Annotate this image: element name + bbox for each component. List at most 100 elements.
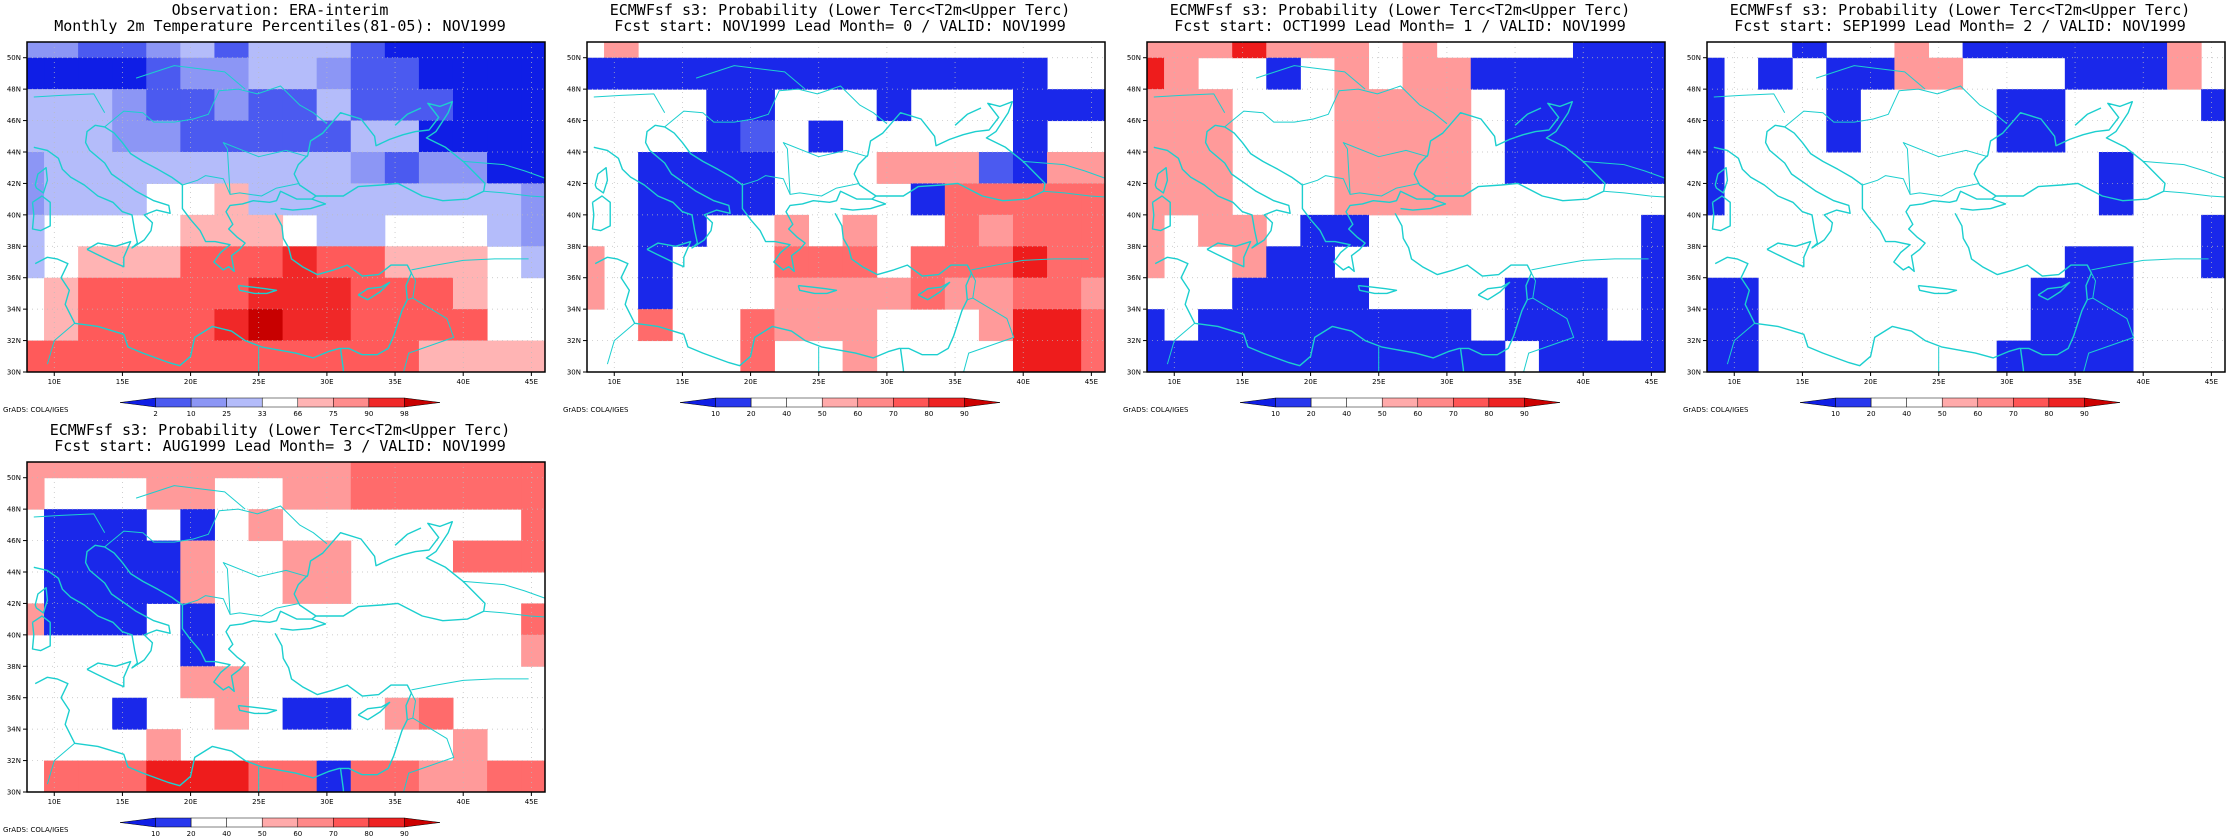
grid-cell: [876, 152, 912, 184]
lon-tick-label: 20E: [1304, 378, 1317, 386]
grid-cell: [316, 42, 352, 59]
grid-cell: [282, 152, 318, 184]
grid-cell: [418, 477, 454, 510]
grid-cell: [978, 246, 1014, 279]
grid-cell: [1300, 246, 1335, 279]
grid-cell: [350, 340, 386, 372]
grid-cell: [1047, 246, 1082, 279]
grid-cell: [384, 340, 420, 372]
lon-tick-label: 20E: [184, 798, 197, 806]
grid-cell: [774, 277, 810, 310]
grid-cell: [774, 57, 810, 90]
grid-cell: [2098, 340, 2134, 372]
grid-cell: [180, 760, 215, 792]
grid-cell: [1538, 57, 1574, 90]
grid-cell: [282, 309, 318, 342]
colorbar-label: 60: [1973, 410, 1982, 418]
grid-cell: [1334, 277, 1370, 310]
grid-cell: [316, 183, 352, 216]
grid-cell: [452, 340, 488, 372]
grid-cell: [521, 509, 545, 542]
grid-cell: [521, 120, 545, 153]
colorbar-label: 98: [400, 410, 409, 418]
grid-cell: [248, 246, 284, 279]
grid-cell: [350, 477, 386, 510]
grid-cell: [1198, 214, 1233, 247]
colorbar-label: 33: [258, 410, 267, 418]
colorbar-segment: [368, 397, 405, 408]
grid-cell: [112, 603, 147, 636]
grid-cell: [587, 246, 605, 279]
grid-cell: [350, 760, 386, 792]
grid-cell: [978, 57, 1014, 90]
grid-cell: [808, 120, 844, 153]
lat-tick-label: 50N: [7, 54, 21, 62]
grid-cell: [384, 462, 420, 479]
grid-cell: [1047, 89, 1082, 122]
panel-title-line-2: Monthly 2m Temperature Percentiles(81-05…: [54, 17, 506, 35]
grid-cell: [180, 477, 215, 510]
lat-tick-label: 32N: [1687, 337, 1701, 345]
colorbar-segment: [1799, 397, 1836, 408]
grid-cell: [418, 760, 454, 792]
grid-cell: [316, 572, 352, 604]
lat-tick-label: 50N: [1127, 54, 1141, 62]
grid-cell: [1894, 57, 1930, 90]
lon-tick-label: 30E: [320, 798, 333, 806]
grid-cell: [282, 462, 318, 479]
grid-cell: [44, 509, 79, 542]
grid-cell: [1402, 57, 1438, 90]
lat-tick-label: 44N: [7, 569, 21, 577]
colorbar-label: 50: [258, 830, 267, 838]
grid-cell: [1147, 120, 1165, 153]
colorbar-segment: [928, 397, 965, 408]
colorbar-segment: [119, 817, 156, 828]
lon-tick-label: 35E: [2068, 378, 2081, 386]
grid-cell: [146, 277, 181, 310]
colorbar-label: 25: [222, 410, 231, 418]
colorbar-segment: [261, 397, 299, 408]
lat-tick-label: 30N: [1687, 369, 1701, 377]
grid-cell: [1641, 214, 1665, 247]
grid-cell: [1232, 309, 1267, 342]
colorbar-segment: [679, 397, 716, 408]
grid-cell: [978, 214, 1014, 247]
grid-cell: [1607, 120, 1642, 153]
grid-cell: [1147, 340, 1165, 372]
grid-cell: [27, 120, 45, 153]
grid-cell: [418, 277, 454, 310]
grid-cell: [1707, 152, 1725, 184]
grid-cell: [706, 152, 741, 184]
colorbar-segment: [297, 817, 334, 828]
grid-cell: [1266, 309, 1301, 342]
grid-cell: [1300, 42, 1335, 59]
grid-cell: [2030, 89, 2066, 122]
grid-cell: [418, 42, 454, 59]
grid-cell: [1641, 89, 1665, 122]
grid-cell: [1470, 340, 1506, 372]
grid-cell: [1047, 214, 1082, 247]
grid-cell: [1368, 120, 1404, 153]
grid-cell: [1334, 152, 1370, 184]
grid-cell: [1232, 246, 1267, 279]
grid-cell: [2098, 152, 2134, 184]
grid-cell: [2098, 42, 2134, 59]
grid-cell: [1368, 89, 1404, 122]
grid-cell: [112, 183, 147, 216]
lat-tick-label: 48N: [1687, 86, 1701, 94]
lon-tick-label: 10E: [48, 378, 61, 386]
panel-title: ECMWFsf s3: Probability (Lower Terc<T2m<…: [0, 422, 560, 454]
grid-cell: [1164, 89, 1199, 122]
grid-cell: [44, 120, 79, 153]
lat-tick-label: 38N: [567, 243, 581, 251]
lat-tick-label: 32N: [567, 337, 581, 345]
grid-cell: [44, 462, 79, 479]
colorbar-label: 90: [2080, 410, 2089, 418]
panel-title: ECMWFsf s3: Probability (Lower Terc<T2m<…: [1680, 2, 2240, 34]
lon-tick-label: 30E: [880, 378, 893, 386]
grid-cell: [910, 277, 946, 310]
grid-cell: [316, 760, 352, 792]
grid-cell: [1572, 277, 1608, 310]
grid-cell: [1198, 152, 1233, 184]
map-plot: 10E 15E 20E 25E 30E 35E 40E 45E 30N 32N 34N 36N 38N 4…: [7, 41, 546, 418]
